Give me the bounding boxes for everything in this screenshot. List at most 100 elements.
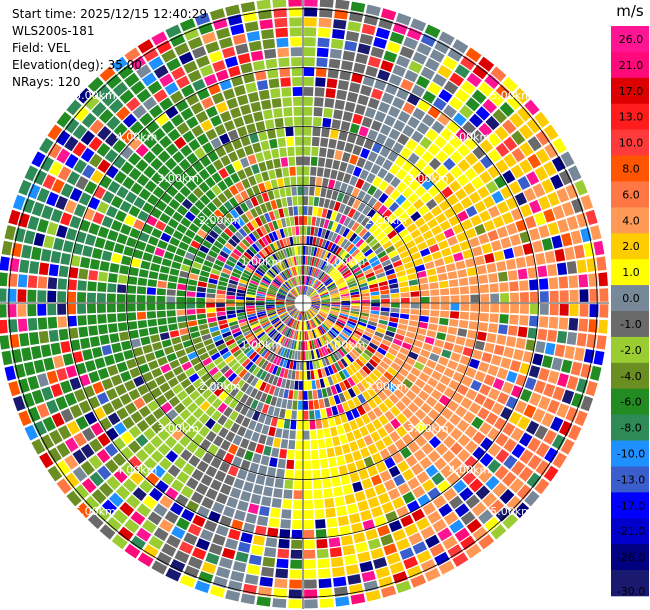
- range-gate: [137, 552, 154, 567]
- range-gate: [331, 476, 341, 487]
- range-gate: [263, 324, 272, 331]
- range-gate: [518, 124, 534, 140]
- range-gate: [176, 471, 190, 484]
- range-gate: [328, 314, 337, 320]
- velocity-rays: [0, 0, 609, 609]
- range-gate: [288, 293, 296, 299]
- range-gate: [156, 303, 166, 311]
- range-gate: [120, 370, 132, 383]
- range-gate: [379, 375, 390, 386]
- range-gate: [271, 281, 280, 288]
- range-gate: [379, 254, 390, 263]
- range-gate: [427, 218, 439, 229]
- range-gate: [226, 97, 239, 110]
- range-gate: [427, 143, 441, 156]
- range-gate: [206, 293, 216, 298]
- range-gate: [331, 232, 338, 243]
- range-gate: [196, 313, 207, 320]
- range-gate: [290, 176, 297, 186]
- range-gate: [349, 315, 359, 321]
- range-gate: [452, 223, 464, 235]
- range-gate: [475, 106, 491, 121]
- range-gate: [384, 410, 395, 422]
- range-gate: [569, 289, 579, 302]
- range-gate: [248, 363, 257, 374]
- range-gate: [383, 422, 395, 434]
- range-gate: [142, 371, 154, 383]
- range-gate: [500, 237, 512, 249]
- range-gate: [392, 97, 405, 110]
- range-gate: [198, 181, 210, 193]
- range-gate: [509, 281, 519, 292]
- range-gate: [120, 161, 134, 175]
- range-gate: [324, 366, 331, 377]
- range-gate: [346, 503, 359, 515]
- range-gate: [377, 347, 387, 356]
- range-gate: [297, 276, 300, 285]
- range-gate: [400, 395, 412, 407]
- range-gate: [260, 281, 269, 288]
- range-gate: [119, 331, 130, 341]
- range-gate: [285, 469, 294, 479]
- range-gate: [358, 468, 369, 480]
- range-gate: [316, 548, 329, 559]
- field-label: Field: VEL: [12, 41, 71, 55]
- range-gate: [215, 448, 227, 460]
- range-gate: [104, 240, 116, 252]
- range-gate: [447, 400, 459, 412]
- range-gate: [276, 296, 286, 300]
- range-gate: [474, 200, 487, 213]
- range-gate: [213, 240, 224, 250]
- range-gate: [328, 537, 341, 548]
- range-gate: [225, 4, 241, 17]
- range-gate: [308, 390, 313, 400]
- range-gate: [205, 234, 216, 244]
- range-gate: [318, 568, 331, 579]
- range-gate: [212, 225, 223, 235]
- range-gate: [84, 181, 98, 195]
- range-gate: [383, 334, 394, 342]
- range-gate: [295, 156, 303, 166]
- range-gate: [115, 210, 127, 222]
- range-gate: [232, 268, 243, 275]
- range-gate: [157, 150, 171, 163]
- range-gate: [305, 286, 310, 295]
- range-gate: [150, 157, 163, 171]
- range-gate: [471, 462, 485, 477]
- range-gate: [90, 170, 104, 184]
- range-gate: [374, 483, 387, 496]
- range-gate: [211, 172, 223, 184]
- range-gate: [201, 31, 217, 45]
- range-gate: [64, 118, 80, 134]
- range-gate: [489, 91, 505, 107]
- colorbar-tick-label: -30.0: [617, 585, 645, 598]
- range-gate: [449, 311, 460, 319]
- range-gate: [271, 498, 282, 508]
- range-gate: [253, 484, 264, 495]
- range-gate: [360, 447, 370, 458]
- range-gate: [357, 551, 371, 563]
- range-gate: [402, 362, 413, 372]
- range-gate: [277, 346, 284, 355]
- range-gate: [488, 273, 498, 283]
- range-gate: [226, 496, 239, 509]
- range-gate: [390, 176, 401, 188]
- range-gate: [339, 251, 348, 260]
- range-gate: [433, 402, 446, 414]
- range-gate: [420, 303, 430, 310]
- range-gate: [352, 361, 361, 371]
- range-gate: [202, 357, 213, 367]
- range-gate: [232, 331, 243, 338]
- range-gate: [598, 272, 608, 287]
- range-gate: [221, 547, 236, 560]
- range-gate: [342, 329, 351, 337]
- range-gate: [489, 313, 499, 323]
- range-gate: [367, 185, 377, 196]
- range-gate: [576, 378, 589, 394]
- range-gate: [341, 60, 354, 71]
- range-gate: [588, 273, 598, 287]
- range-gate: [393, 206, 405, 218]
- range-gate: [527, 437, 542, 453]
- range-gate: [122, 113, 137, 128]
- range-gate: [388, 488, 401, 500]
